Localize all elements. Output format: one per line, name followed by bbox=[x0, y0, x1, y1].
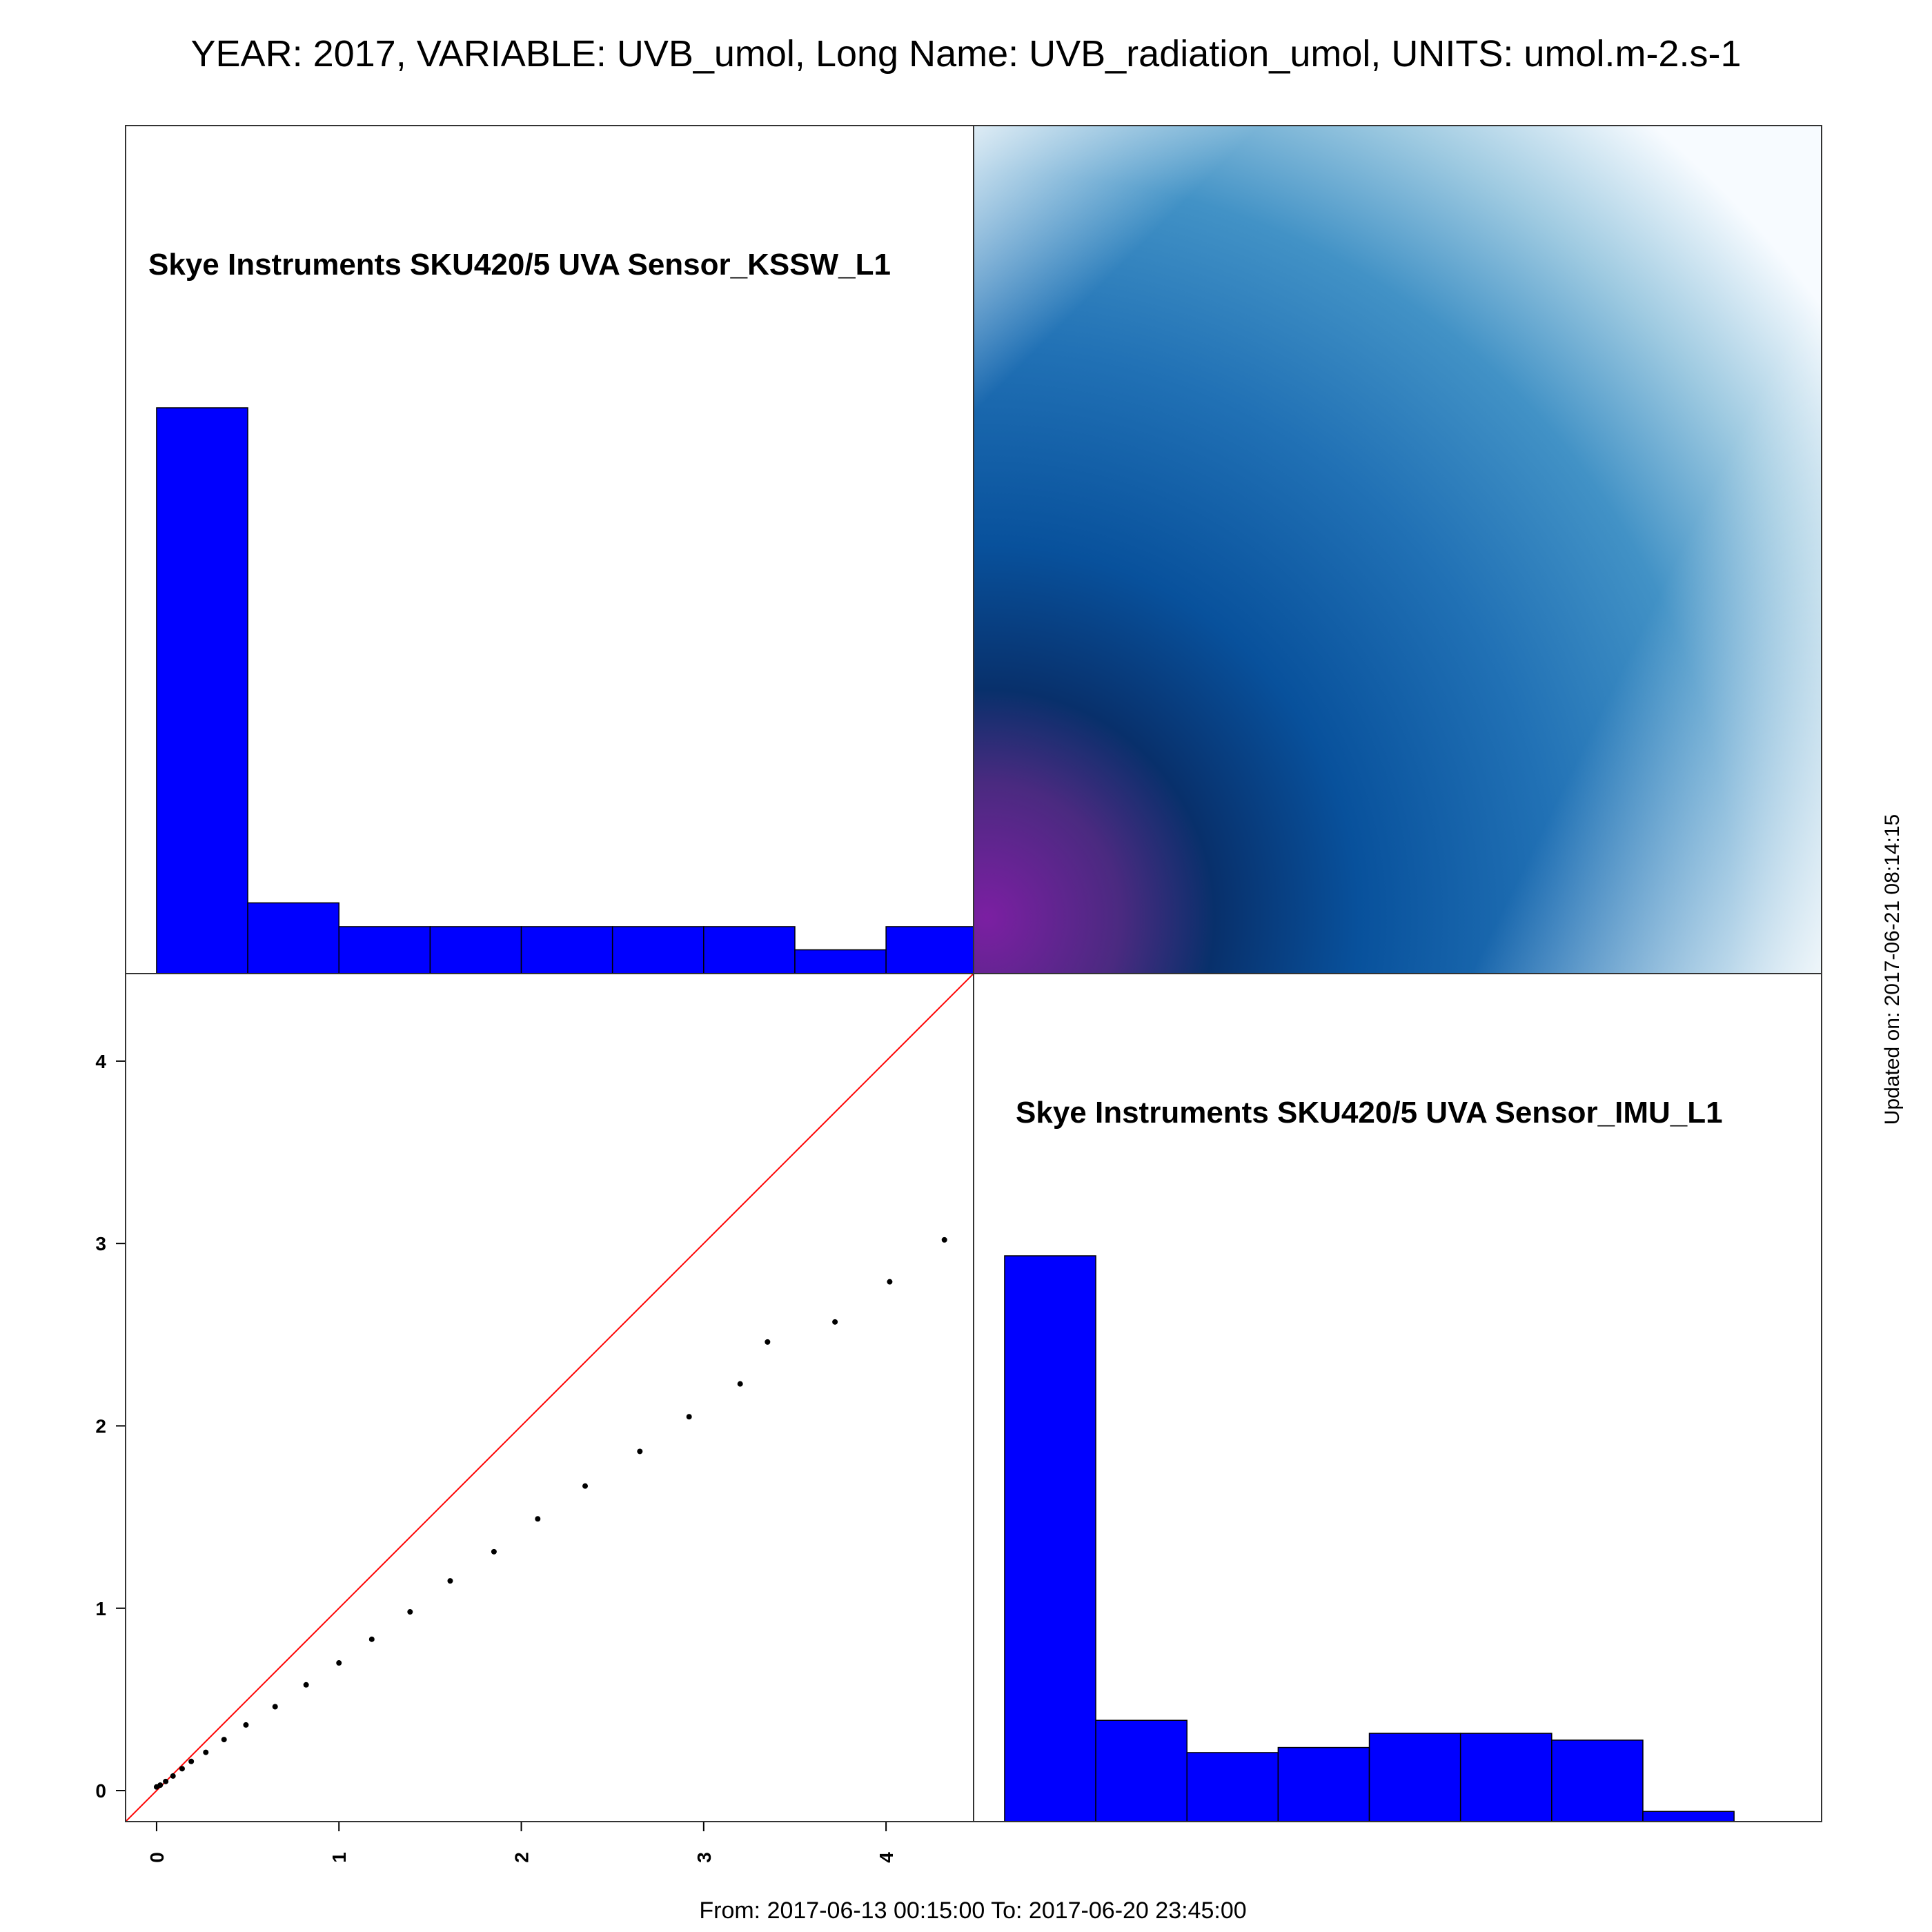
panel-title-kssw: Skye Instruments SKU420/5 UVA Sensor_KSS… bbox=[148, 248, 891, 282]
y-tick-label: 3 bbox=[95, 1233, 106, 1254]
quantile-point bbox=[887, 1279, 893, 1285]
x-tick-label: 2 bbox=[511, 1852, 533, 1863]
imu-histogram-bars bbox=[1004, 1255, 1735, 1822]
frame-bottom-right bbox=[973, 973, 1822, 1822]
quantile-point bbox=[407, 1609, 413, 1615]
x-tick-label: 4 bbox=[876, 1852, 897, 1863]
imu-hist-bar bbox=[1368, 1733, 1461, 1822]
x-tick-label: 1 bbox=[328, 1852, 350, 1863]
quantile-point bbox=[188, 1758, 195, 1764]
y-tick-label: 1 bbox=[95, 1598, 106, 1619]
imu-hist-bar bbox=[1095, 1719, 1187, 1822]
imu-hist-bar bbox=[1459, 1733, 1552, 1822]
x-tick-label: 0 bbox=[146, 1852, 168, 1863]
panel-density bbox=[974, 126, 1822, 974]
figure-title: YEAR: 2017, VARIABLE: UVB_umol, Long Nam… bbox=[191, 33, 1742, 75]
kssw-hist-bar bbox=[794, 949, 887, 974]
quantile-point bbox=[203, 1749, 209, 1755]
quantile-point bbox=[163, 1778, 169, 1784]
kssw-histogram-bars bbox=[156, 407, 974, 974]
quantile-point bbox=[832, 1319, 838, 1325]
quantile-point bbox=[179, 1766, 185, 1772]
quantile-point bbox=[686, 1414, 692, 1420]
y-tick-label: 2 bbox=[95, 1415, 106, 1437]
kssw-hist-bar bbox=[520, 926, 613, 974]
kssw-hist-bar bbox=[429, 926, 522, 974]
imu-hist-bar bbox=[1004, 1255, 1096, 1822]
quantile-point bbox=[243, 1722, 249, 1728]
panel-quantile-plot: 0 1 2 3 4 0 1 2 3 4 bbox=[95, 974, 974, 1863]
panel-imu-histogram: Skye Instruments SKU420/5 UVA Sensor_IMU… bbox=[1004, 1096, 1735, 1822]
imu-hist-bar bbox=[1277, 1746, 1370, 1822]
kssw-hist-bar bbox=[247, 902, 339, 974]
kssw-hist-bar bbox=[156, 407, 248, 974]
quantile-point bbox=[765, 1339, 771, 1345]
quantile-point bbox=[272, 1704, 278, 1710]
imu-hist-bar bbox=[1551, 1739, 1644, 1822]
reference-line bbox=[126, 974, 974, 1822]
kssw-hist-bar bbox=[885, 926, 974, 974]
quantile-point bbox=[582, 1483, 589, 1489]
density-heatmap-corner bbox=[974, 126, 1822, 974]
quantile-point bbox=[221, 1737, 227, 1743]
y-axis-ticks: 0 1 2 3 4 bbox=[95, 1051, 126, 1802]
kssw-hist-bar bbox=[338, 926, 431, 974]
x-axis-ticks: 0 1 2 3 4 bbox=[146, 1822, 897, 1863]
quantile-point bbox=[447, 1578, 453, 1584]
panel-kssw-histogram: Skye Instruments SKU420/5 UVA Sensor_KSS… bbox=[148, 248, 974, 974]
updated-on-label: Updated on: 2017-06-21 08:14:15 bbox=[1881, 814, 1904, 1125]
quantile-point bbox=[303, 1682, 309, 1688]
reference-line-group bbox=[126, 974, 974, 1822]
quantile-point bbox=[637, 1448, 643, 1455]
quantile-point bbox=[170, 1773, 176, 1779]
y-tick-label: 0 bbox=[95, 1780, 106, 1802]
quantile-point bbox=[491, 1548, 497, 1555]
quantile-point bbox=[157, 1782, 164, 1788]
y-tick-label: 4 bbox=[95, 1051, 106, 1072]
date-range-label: From: 2017-06-13 00:15:00 To: 2017-06-20… bbox=[699, 1897, 1246, 1924]
panel-title-imu: Skye Instruments SKU420/5 UVA Sensor_IMU… bbox=[1016, 1096, 1723, 1130]
quantile-point bbox=[737, 1381, 743, 1387]
quantile-point bbox=[368, 1636, 375, 1642]
x-tick-label: 3 bbox=[693, 1852, 715, 1863]
imu-hist-bar bbox=[1186, 1752, 1279, 1822]
quantile-point bbox=[941, 1236, 947, 1243]
kssw-hist-bar bbox=[703, 926, 796, 974]
panel-frames bbox=[125, 125, 1822, 1822]
quantile-point bbox=[535, 1516, 541, 1522]
quantile-points bbox=[153, 1236, 947, 1790]
kssw-hist-bar bbox=[611, 926, 704, 974]
quantile-point bbox=[336, 1660, 342, 1666]
imu-hist-bar bbox=[1642, 1811, 1735, 1822]
